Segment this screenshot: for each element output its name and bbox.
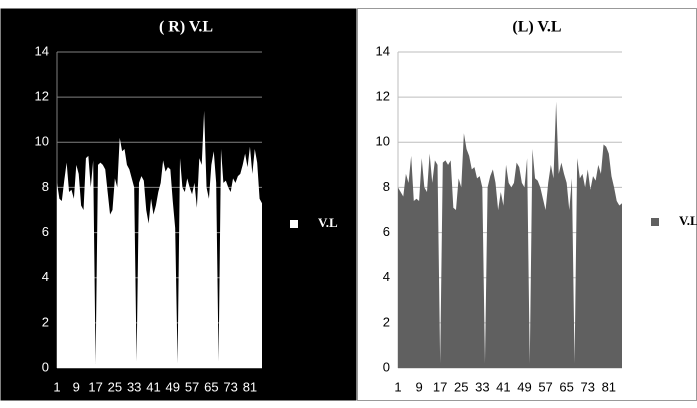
x-tick-label: 81 xyxy=(243,379,257,394)
y-tick-label: 4 xyxy=(42,269,49,284)
x-tick-label: 49 xyxy=(166,379,180,394)
x-tick-label: 25 xyxy=(454,379,468,394)
y-tick-label: 8 xyxy=(42,179,49,194)
y-tick-label: 6 xyxy=(42,224,49,239)
chart-panel: (L) V.L 0 2 4 6 8 10 12 14 1 9 17 25 33 41 49 57 65 73 81 V.… xyxy=(357,8,697,401)
y-tick-label: 6 xyxy=(383,224,390,239)
chart-title: ( R) V.L xyxy=(159,19,213,36)
y-tick-label: 4 xyxy=(383,269,390,284)
area xyxy=(398,101,622,368)
y-tick-label: 2 xyxy=(42,314,49,329)
y-tick-label: 2 xyxy=(383,314,390,329)
x-tick-label: 57 xyxy=(538,379,552,394)
legend-swatch xyxy=(290,220,298,228)
x-tick-label: 73 xyxy=(581,379,595,394)
x-tick-label: 33 xyxy=(127,379,141,394)
x-tick-label: 65 xyxy=(559,379,573,394)
y-tick-label: 14 xyxy=(376,43,390,58)
x-tick-label: 41 xyxy=(146,379,160,394)
x-tick-label: 17 xyxy=(433,379,447,394)
x-tick-label: 25 xyxy=(108,379,122,394)
x-tick-label: 1 xyxy=(394,379,401,394)
legend-label: V.L xyxy=(679,213,697,228)
chart-panel: ( R) V.L 0 2 4 6 8 10 12 14 1 9 17 25 33 41 49 57 65 73 81 V… xyxy=(0,8,357,401)
x-tick-label: 33 xyxy=(475,379,489,394)
y-tick-label: 12 xyxy=(35,89,49,104)
chart-title: (L) V.L xyxy=(512,19,561,36)
y-tick-label: 10 xyxy=(35,134,49,149)
y-tick-label: 0 xyxy=(383,359,390,374)
x-tick-label: 81 xyxy=(602,379,616,394)
x-tick-label: 41 xyxy=(496,379,510,394)
x-tick-label: 1 xyxy=(53,379,60,394)
y-tick-label: 8 xyxy=(383,179,390,194)
area xyxy=(57,110,262,368)
y-tick-label: 14 xyxy=(35,43,49,58)
x-tick-label: 49 xyxy=(517,379,531,394)
x-tick-label: 9 xyxy=(415,379,422,394)
x-tick-label: 17 xyxy=(88,379,102,394)
y-tick-label: 0 xyxy=(42,359,49,374)
x-tick-label: 73 xyxy=(223,379,237,394)
y-tick-label: 12 xyxy=(376,89,390,104)
legend-label: V.L xyxy=(318,215,338,230)
y-tick-label: 10 xyxy=(376,134,390,149)
legend-swatch xyxy=(651,218,659,226)
x-tick-label: 65 xyxy=(204,379,218,394)
x-tick-label: 9 xyxy=(73,379,80,394)
x-tick-label: 57 xyxy=(185,379,199,394)
